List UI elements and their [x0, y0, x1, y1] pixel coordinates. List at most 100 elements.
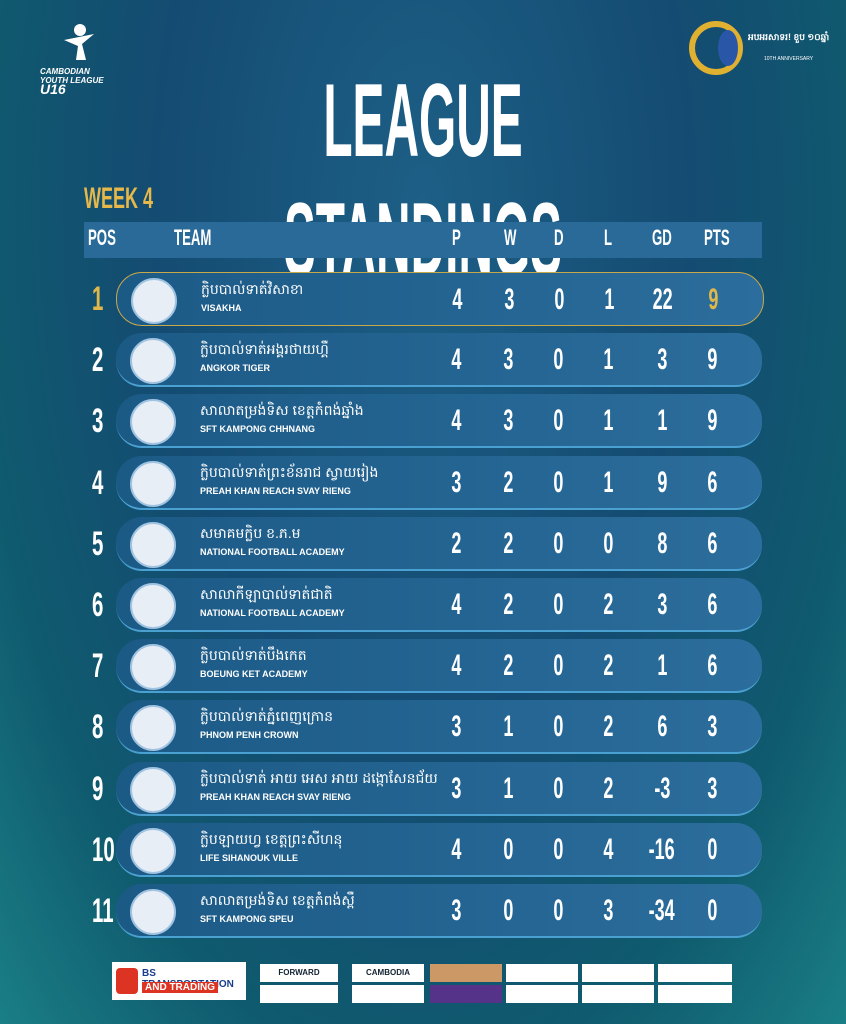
stat: 2: [478, 466, 538, 500]
stat: 0: [528, 649, 588, 683]
team-name: SFT KAMPONG SPEU: [200, 914, 294, 924]
stat: 0: [528, 343, 588, 377]
stat-text: 3: [656, 343, 668, 377]
stat: 0: [478, 833, 538, 867]
stat-text: 4: [602, 832, 614, 866]
stat: 3: [426, 466, 486, 500]
logo-text: U16: [40, 81, 66, 97]
column-header-text: D: [554, 225, 564, 250]
team-logo: [130, 827, 176, 874]
team-logo: [130, 705, 176, 752]
stat-text: 1: [656, 404, 668, 438]
column-header-text: POS: [88, 225, 116, 250]
position: 11: [92, 892, 128, 931]
stat: 0: [528, 772, 588, 806]
stat: 8: [632, 527, 692, 561]
position-text: 10: [92, 830, 115, 869]
logo-icon: [64, 24, 94, 60]
table-header: POS TEAM P W D L GD PTS: [84, 222, 762, 258]
stat: 1: [632, 404, 692, 438]
sponsor: CAMBODIA: [352, 964, 424, 982]
stat: 3: [682, 710, 742, 744]
stat-text: 2: [502, 465, 514, 499]
week: WEEK 4: [84, 182, 199, 216]
team-name-khmer: ក្លិបបាល់ទាត់វិសាខា: [201, 281, 304, 297]
team-logo: [130, 399, 176, 446]
team-name: NATIONAL FOOTBALL ACADEMY: [200, 546, 345, 557]
stat: 4: [426, 649, 486, 683]
team-name-khmer: ក្លិបបាល់ទាត់បឹងកេត: [200, 647, 307, 664]
column-header: GD: [652, 225, 685, 251]
column-header: P: [452, 225, 467, 251]
team-row: ក្លិបបាល់ទាត់ព្រះខ័នរាជ ស្វាយរៀង PREAH KH…: [116, 455, 762, 510]
team-logo: [131, 278, 177, 324]
stat-text: 1: [502, 710, 514, 744]
stat-text: 2: [450, 526, 462, 560]
stat-text: 0: [553, 283, 565, 316]
stat: 9: [682, 343, 742, 377]
stat-text: -16: [648, 832, 675, 866]
stat: 1: [578, 404, 638, 438]
stat: 3: [632, 588, 692, 622]
stat-text: 0: [552, 465, 564, 499]
stat: 0: [529, 283, 589, 317]
stat-text: 0: [552, 526, 564, 560]
stat-text: 0: [502, 894, 514, 927]
column-header-text: PTS: [704, 225, 730, 250]
team-name: PREAH KHAN REACH SVAY RIENG: [200, 485, 351, 496]
team-row: ក្លិបបាល់ទាត់ អាយ អេស អាយ ដង្កោសែនជ័យ PRE…: [116, 761, 762, 816]
stat: 3: [426, 772, 486, 806]
position: 2: [92, 341, 111, 380]
team-name-khmer: ក្លិបឡាយហ្វ ខេត្តព្រះសីហនុ: [200, 830, 343, 847]
sponsor: [352, 985, 424, 1003]
stat: 2: [478, 527, 538, 561]
sponsor-bs: BS TRANSPORTATION AND TRADING: [112, 962, 246, 1000]
team-name-khmer: សាលាតម្រង់ទិស ខេត្តកំពង់ឆ្នាំង: [200, 402, 364, 419]
team-logo: [130, 889, 176, 935]
position-text: 4: [92, 463, 104, 502]
title-text: LEAGUE STANDINGS: [284, 63, 562, 298]
stat-text: 0: [552, 832, 564, 866]
sponsor: [506, 985, 578, 1003]
stat-text: 3: [450, 771, 462, 805]
stat: 0: [478, 894, 538, 928]
team-name: NATIONAL FOOTBALL ACADEMY: [200, 608, 345, 618]
stat-text: 9: [707, 283, 719, 316]
stat: 1: [478, 710, 538, 744]
stat: 9: [683, 283, 743, 317]
stat-text: 4: [450, 588, 462, 621]
stat-text: 4: [450, 343, 462, 377]
stat-text: 4: [450, 649, 462, 683]
stat: 22: [633, 283, 693, 317]
team-row: ក្លិបឡាយហ្វ ខេត្តព្រះសីហនុ LIFE SIHANOUK …: [116, 822, 762, 877]
position-text: 11: [92, 892, 114, 930]
stat: 3: [682, 772, 742, 806]
team-name-khmer: ក្លិបបាល់ទាត់អង្គរថាយហ្គឺ: [200, 341, 329, 358]
stat: 3: [426, 894, 486, 928]
stat: 0: [682, 894, 742, 928]
position: 1: [92, 280, 111, 319]
stat-text: 2: [602, 771, 614, 805]
stat-text: -3: [653, 771, 671, 805]
stat-text: 0: [602, 526, 614, 560]
team-name-khmer: ក្លិបបាល់ទាត់ព្រះខ័នរាជ ស្វាយរៀង: [200, 463, 379, 480]
sponsor-text: AND TRADING: [142, 982, 218, 993]
stat-text: 2: [602, 649, 614, 683]
stat-text: 0: [552, 588, 564, 621]
stat-text: 2: [502, 649, 514, 683]
stat: 1: [478, 772, 538, 806]
stat: 1: [579, 283, 639, 317]
anniversary-text: អបអរសាទរ! ខួប ១០ឆ្នាំ: [748, 32, 830, 42]
stat-text: 2: [602, 588, 614, 621]
stat-text: 6: [706, 588, 718, 621]
stat-text: 0: [706, 894, 718, 927]
column-header-text: TEAM: [174, 225, 212, 250]
team-name: SFT KAMPONG CHHNANG: [200, 424, 315, 435]
stat: 3: [478, 404, 538, 438]
sponsor: FORWARD: [260, 964, 338, 982]
stat: 1: [578, 343, 638, 377]
team-row: ក្លិបបាល់ទាត់វិសាខា VISAKHA 4 3 0 1 22 9: [116, 272, 764, 326]
stat: 0: [528, 527, 588, 561]
stat-text: 9: [706, 343, 718, 377]
stat-text: 1: [656, 649, 668, 683]
